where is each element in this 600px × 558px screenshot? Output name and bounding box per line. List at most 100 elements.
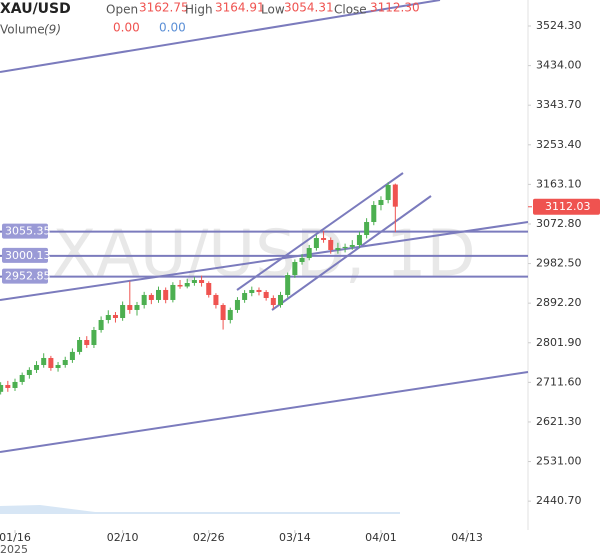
candle-body	[335, 248, 341, 250]
candle-body	[292, 261, 298, 276]
x-tick-label: 01/16	[0, 531, 31, 544]
trend-lines	[0, 0, 529, 453]
candle-body	[34, 364, 40, 370]
field-value: 3112.30	[370, 1, 420, 15]
y-tick-label: 3072.80	[536, 217, 582, 230]
candle-body	[220, 305, 226, 321]
y-tick-label: 2801.90	[536, 336, 582, 349]
candle-body	[84, 340, 90, 346]
candle-body	[105, 315, 111, 321]
candle-body	[26, 369, 32, 375]
candle-body	[5, 384, 11, 388]
candle-body	[177, 284, 183, 287]
candle-body	[141, 294, 147, 306]
y-tick-label: 3524.30	[536, 19, 582, 32]
y-tick-label: 2531.00	[536, 455, 582, 468]
level-tag	[2, 247, 48, 263]
field-value: 3054.31	[284, 1, 334, 15]
candle-body	[242, 292, 248, 300]
candle-body	[199, 280, 205, 283]
y-tick-label: 2621.30	[536, 415, 582, 428]
candle-body	[227, 309, 233, 321]
candle-body	[191, 280, 197, 283]
y-tick-label: 3343.70	[536, 98, 582, 111]
candle-body	[0, 384, 4, 392]
candle-body	[306, 248, 312, 259]
level-label: 3000.13	[5, 249, 51, 262]
last-price-label: 3112.03	[545, 200, 591, 213]
trend-line	[271, 195, 432, 311]
candle-body	[321, 238, 327, 240]
field-name: Open	[106, 3, 138, 17]
candle-body	[270, 297, 276, 306]
candle-body	[364, 222, 370, 235]
candle-body	[163, 289, 169, 300]
field-value: 3162.75	[139, 1, 189, 15]
volume-area	[0, 505, 400, 514]
field-name: High	[185, 3, 213, 17]
candle-body	[356, 234, 362, 245]
x-sublabel: 2025	[0, 543, 28, 556]
candle-body	[213, 294, 219, 306]
level-label: 3055.35	[5, 225, 51, 238]
volume-value: 0.00	[113, 21, 140, 35]
last-price-tag	[533, 198, 600, 215]
candle-body	[120, 305, 126, 318]
candle-body	[77, 340, 83, 352]
volume-name: Volume	[0, 23, 45, 37]
trend-line	[0, 221, 529, 301]
candle-body	[19, 374, 25, 382]
y-tick-label: 2982.50	[536, 257, 582, 270]
field-name: Low	[261, 3, 285, 17]
y-tick-label: 2440.70	[536, 494, 582, 507]
candle-body	[184, 282, 190, 287]
candle-body	[148, 294, 154, 300]
candle-body	[277, 294, 284, 306]
candle-body	[263, 291, 269, 298]
y-tick-label: 3253.40	[536, 138, 582, 151]
y-tick-label: 3163.10	[536, 177, 582, 190]
x-tick-label: 04/13	[451, 531, 483, 544]
candle-body	[385, 184, 391, 200]
candle-body	[313, 238, 319, 249]
trend-line	[0, 0, 441, 73]
y-tick-label: 2892.20	[536, 296, 582, 309]
candle-body	[48, 357, 54, 368]
x-tick-label: 02/10	[107, 531, 139, 544]
symbol: XAU/USD	[0, 1, 71, 17]
volume-period: (9)	[44, 23, 61, 37]
candle-body	[206, 282, 212, 295]
candle-body	[69, 351, 75, 360]
candle-body	[371, 204, 377, 223]
candle-body	[392, 184, 398, 207]
candle-body	[378, 199, 384, 205]
candle-body	[349, 244, 355, 247]
field-value: 3164.91	[215, 1, 265, 15]
field-name: Close	[334, 3, 367, 17]
candle-body	[41, 357, 47, 365]
level-tag	[2, 223, 48, 239]
volume-value: 0.00	[159, 21, 186, 35]
level-label: 2952.85	[5, 270, 51, 283]
candle-body	[127, 305, 133, 310]
candle-body	[249, 289, 255, 293]
x-tick-label: 04/01	[365, 531, 397, 544]
candle-body	[55, 364, 61, 368]
x-tick-label: 03/14	[279, 531, 311, 544]
y-tick-label: 3434.00	[536, 59, 582, 72]
watermark: XAU/USD, 1D	[52, 218, 475, 292]
candle-body	[256, 289, 262, 292]
candle-body	[299, 258, 305, 262]
candle-body	[170, 284, 176, 300]
candle-body	[285, 275, 291, 295]
x-tick-label: 02/26	[193, 531, 225, 544]
candle-body	[12, 381, 18, 388]
candle-body	[98, 320, 104, 331]
candle-body	[234, 299, 240, 310]
level-tag	[2, 268, 48, 284]
candle-body	[112, 315, 118, 318]
candle-body	[134, 305, 140, 310]
candle-body	[91, 330, 97, 346]
y-tick-label: 2711.60	[536, 375, 582, 388]
